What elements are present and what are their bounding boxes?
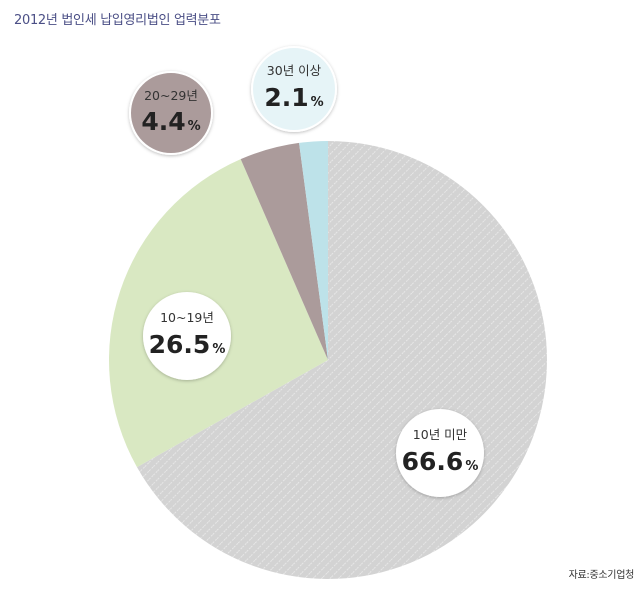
slice-value-label: 26.5% <box>149 330 226 359</box>
source-note: 자료:중소기업청 <box>568 570 635 581</box>
label-bubble-circle <box>251 46 337 132</box>
slice-value-label: 2.1% <box>264 83 323 112</box>
label-bubble-circle <box>129 71 213 155</box>
slice-value-label: 4.4% <box>141 107 200 136</box>
slice-label-bubble: 20~29년 4.4% <box>129 71 213 155</box>
label-bubble-circle <box>143 292 231 380</box>
pie-slice <box>240 142 328 360</box>
label-bubble-circle <box>396 409 484 497</box>
slice-label-bubble: 10~19년 26.5% <box>143 292 231 380</box>
chart-title: 2012년 법인세 납입영리법인 업력분포 <box>14 13 221 28</box>
slice-label: 20~29년 <box>144 88 198 103</box>
slice-label: 10~19년 <box>160 310 214 325</box>
slice-label-bubble: 30년 이상 2.1% <box>251 46 337 132</box>
slice-label: 30년 이상 <box>267 63 322 78</box>
slice-label: 10년 미만 <box>413 427 468 442</box>
pie-slice <box>299 141 328 360</box>
slice-value-label: 66.6% <box>402 447 479 476</box>
slice-label-bubble: 10년 미만 66.6% <box>396 409 484 497</box>
